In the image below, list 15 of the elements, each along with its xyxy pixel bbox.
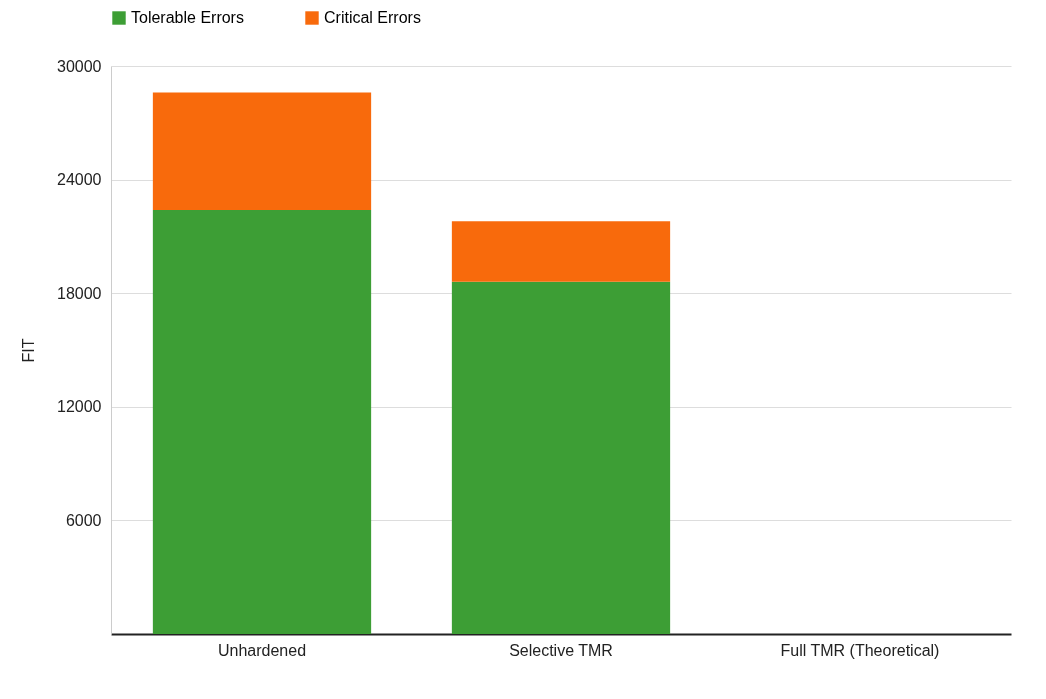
x-tick-label: Unhardened: [217, 641, 307, 659]
y-tick-label: 6000: [65, 511, 102, 529]
bar: [451, 221, 671, 282]
bar: [451, 281, 671, 634]
bar: [152, 209, 372, 634]
y-tick-label: 18000: [57, 284, 102, 302]
y-tick-label: 30000: [57, 57, 102, 75]
y-tick-label: 12000: [57, 398, 102, 416]
y-tick-label: 24000: [57, 171, 102, 189]
y-axis-title: FIT: [20, 338, 38, 363]
x-tick-label: Full TMR (Theoretical): [780, 641, 940, 659]
legend-label: Critical Errors: [324, 9, 421, 26]
bar: [152, 92, 372, 210]
x-tick-label: Selective TMR: [509, 641, 613, 659]
legend-label: Tolerable Errors: [131, 9, 244, 26]
